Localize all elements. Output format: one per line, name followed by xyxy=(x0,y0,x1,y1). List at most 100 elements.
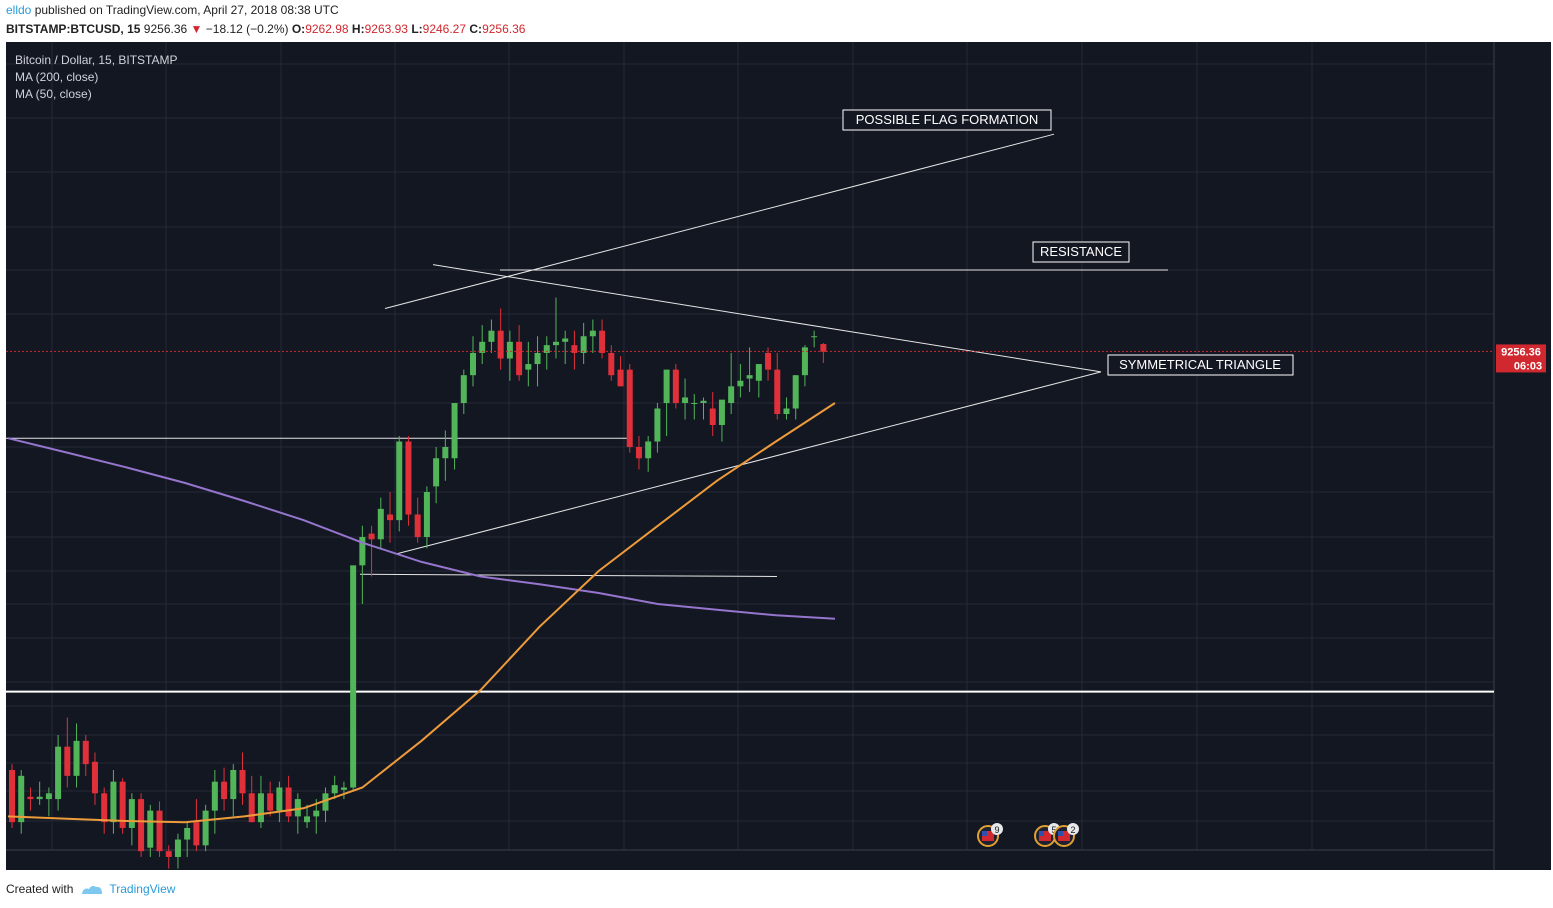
candle-up xyxy=(801,347,808,376)
tradingview-brand: TradingView xyxy=(109,882,176,896)
triangle-lower-trendline xyxy=(395,371,1102,555)
candle-up xyxy=(755,364,762,381)
created-with-text: Created with xyxy=(6,882,74,896)
open-value: 9262.98 xyxy=(305,22,349,36)
price-tag-countdown: 06:03 xyxy=(1514,360,1542,372)
annotation-triangle-box xyxy=(1107,354,1294,376)
candle-up xyxy=(783,408,790,414)
last-price: 9256.36 xyxy=(143,22,188,36)
candle-up xyxy=(451,403,458,459)
candle-up xyxy=(396,441,403,521)
candle-down xyxy=(405,441,412,515)
candle-up xyxy=(737,380,744,387)
flag-stripes xyxy=(1039,831,1051,841)
legend-ma200: MA (200, close) xyxy=(15,70,98,84)
candle-up xyxy=(728,386,735,403)
candle-down xyxy=(156,810,163,852)
candle-down xyxy=(82,740,89,765)
candle-down xyxy=(571,345,578,353)
candle-up xyxy=(202,810,209,846)
candle-up xyxy=(442,447,449,459)
annotation-resistance[interactable]: RESISTANCE xyxy=(1032,241,1130,263)
candle-up xyxy=(552,341,559,346)
candle-up xyxy=(174,839,181,857)
candle-up xyxy=(691,403,698,404)
annotation-flag-box xyxy=(842,109,1052,131)
candle-up xyxy=(304,816,311,823)
candle-down xyxy=(267,793,274,811)
candle-down xyxy=(119,781,126,828)
candle-up xyxy=(184,827,191,840)
symbol-info: BITSTAMP:BTCUSD, 15 9256.36 ▼ −18.12 (−0… xyxy=(6,22,525,36)
annotation-flag[interactable]: POSSIBLE FLAG FORMATION xyxy=(842,109,1052,131)
candle-down xyxy=(239,770,246,794)
candle-down xyxy=(9,770,15,823)
candle-up xyxy=(18,775,25,823)
close-label: C: xyxy=(469,22,483,36)
candle-up xyxy=(811,336,818,338)
candle-down xyxy=(765,352,772,370)
candle-down xyxy=(820,344,827,352)
tradingview-logo-icon xyxy=(82,885,103,894)
candle-up xyxy=(534,352,541,365)
flag-canton xyxy=(1058,831,1063,836)
candle-down xyxy=(248,793,255,823)
time-axis-background[interactable] xyxy=(6,850,1494,870)
candle-up xyxy=(55,746,62,800)
candle-up xyxy=(211,781,218,811)
economic-events[interactable]: 9 5 2 xyxy=(977,823,1079,847)
author-link[interactable]: elldo xyxy=(6,3,32,17)
candle-down xyxy=(165,851,172,857)
candle-down xyxy=(608,352,615,376)
candle-up xyxy=(580,336,587,353)
candle-down xyxy=(91,761,98,794)
event-count: 9 xyxy=(994,825,999,835)
legend-title: Bitcoin / Dollar, 15, BITSTAMP xyxy=(15,53,178,67)
candle-down xyxy=(414,514,421,537)
candle-up xyxy=(700,400,707,403)
candle-up xyxy=(322,793,329,811)
price-axis-background[interactable] xyxy=(1494,42,1551,870)
price-chart[interactable]: Bitcoin / Dollar, 15, BITSTAMP MA (200, … xyxy=(0,42,1553,878)
candle-up xyxy=(423,492,430,537)
candle-up xyxy=(525,364,532,370)
price-tag-value: 9256.36 xyxy=(1501,346,1541,358)
candle-down xyxy=(497,330,504,359)
flag-upper-trendline xyxy=(384,133,1055,309)
annotation-resistance-box xyxy=(1032,241,1130,263)
candle-down xyxy=(387,514,394,521)
candle-down xyxy=(64,746,71,776)
price-change: −18.12 (−0.2%) xyxy=(205,22,289,36)
event-marker[interactable]: 2 xyxy=(1053,823,1079,847)
annotation-flag-text: POSSIBLE FLAG FORMATION xyxy=(856,112,1039,127)
event-badge xyxy=(1067,823,1079,835)
tradingview-link[interactable]: TradingView xyxy=(81,882,175,896)
down-arrow-icon: ▼ xyxy=(190,22,203,36)
open-label: O: xyxy=(291,22,306,36)
candle-down xyxy=(635,447,642,459)
flag-canton xyxy=(982,831,987,836)
flag-stripes xyxy=(1058,831,1070,841)
candle-up xyxy=(488,330,495,342)
event-count: 2 xyxy=(1070,825,1075,835)
candle-up xyxy=(654,408,661,442)
moving-averages xyxy=(7,402,836,824)
footer: Created with TradingView xyxy=(6,882,175,896)
triangle-upper-trendline xyxy=(432,264,1102,373)
candle-up xyxy=(359,537,366,566)
event-badge xyxy=(991,823,1003,835)
candle-up xyxy=(128,799,135,828)
candle-up xyxy=(313,810,320,817)
event-count: 5 xyxy=(1051,825,1056,835)
candle-up xyxy=(433,458,440,487)
candle-up xyxy=(36,796,43,800)
annotation-triangle[interactable]: SYMMETRICAL TRIANGLE xyxy=(1107,354,1294,376)
annotation-triangle-text: SYMMETRICAL TRIANGLE xyxy=(1119,357,1281,372)
event-marker[interactable]: 9 xyxy=(977,823,1003,847)
candle-down xyxy=(599,330,606,353)
candle-up xyxy=(294,799,301,817)
candlestick-series xyxy=(9,297,827,869)
candle-down xyxy=(193,822,200,846)
candle-up xyxy=(645,441,652,459)
candle-down xyxy=(27,796,34,800)
